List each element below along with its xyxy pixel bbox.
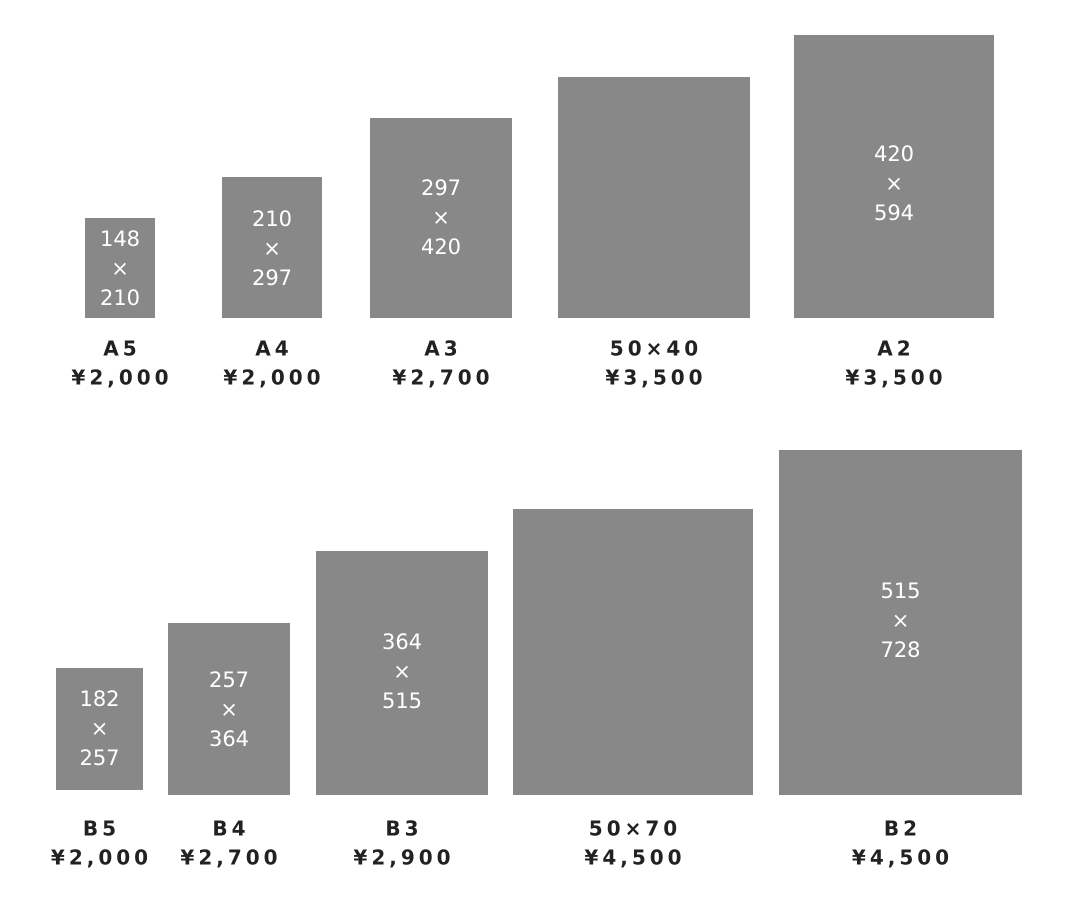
- size-height: 297: [252, 266, 292, 290]
- size-by: ×: [91, 717, 109, 741]
- size-width: 420: [874, 142, 914, 166]
- price: ¥3,500: [605, 366, 706, 390]
- size-by: ×: [885, 172, 903, 196]
- size-name: A3: [424, 337, 461, 361]
- price: ¥3,500: [845, 366, 946, 390]
- size-name: 50×40: [610, 337, 702, 361]
- paper-size-box: [370, 118, 512, 318]
- size-height: 210: [100, 286, 140, 310]
- size-width: 210: [252, 207, 292, 231]
- size-height: 420: [421, 235, 461, 259]
- size-height: 364: [209, 727, 249, 751]
- size-width: 297: [421, 176, 461, 200]
- size-width: 364: [382, 630, 422, 654]
- price: ¥4,500: [584, 846, 685, 870]
- price: ¥2,000: [51, 846, 152, 870]
- size-height: 257: [79, 746, 119, 770]
- size-by: ×: [892, 609, 910, 633]
- price: ¥2,000: [223, 366, 324, 390]
- size-by: ×: [263, 237, 281, 261]
- price: ¥2,700: [180, 846, 281, 870]
- size-by: ×: [432, 206, 450, 230]
- size-by: ×: [393, 660, 411, 684]
- size-name: A2: [877, 337, 914, 361]
- size-by: ×: [111, 257, 129, 281]
- price: ¥4,500: [852, 846, 953, 870]
- paper-size-box: [558, 77, 750, 318]
- paper-size-box: [513, 509, 753, 795]
- size-height: 515: [382, 689, 422, 713]
- paper-size-box: [56, 668, 143, 790]
- size-height: 728: [880, 638, 920, 662]
- size-name: A4: [255, 337, 292, 361]
- price: ¥2,900: [353, 846, 454, 870]
- paper-size-box: [85, 218, 155, 318]
- size-name: B2: [884, 817, 921, 841]
- price: ¥2,000: [71, 366, 172, 390]
- size-name: B4: [212, 817, 249, 841]
- size-width: 182: [79, 687, 119, 711]
- size-name: B5: [83, 817, 120, 841]
- size-name: A5: [103, 337, 140, 361]
- price: ¥2,700: [392, 366, 493, 390]
- paper-size-box: [168, 623, 290, 795]
- paper-size-box: [316, 551, 488, 795]
- size-width: 257: [209, 668, 249, 692]
- paper-size-box: [794, 35, 994, 318]
- paper-size-box: [779, 450, 1022, 795]
- size-width: 515: [880, 579, 920, 603]
- paper-size-box: [222, 177, 322, 318]
- size-width: 148: [100, 227, 140, 251]
- size-by: ×: [220, 698, 238, 722]
- size-height: 594: [874, 201, 914, 225]
- size-name: B3: [385, 817, 422, 841]
- size-name: 50×70: [589, 817, 681, 841]
